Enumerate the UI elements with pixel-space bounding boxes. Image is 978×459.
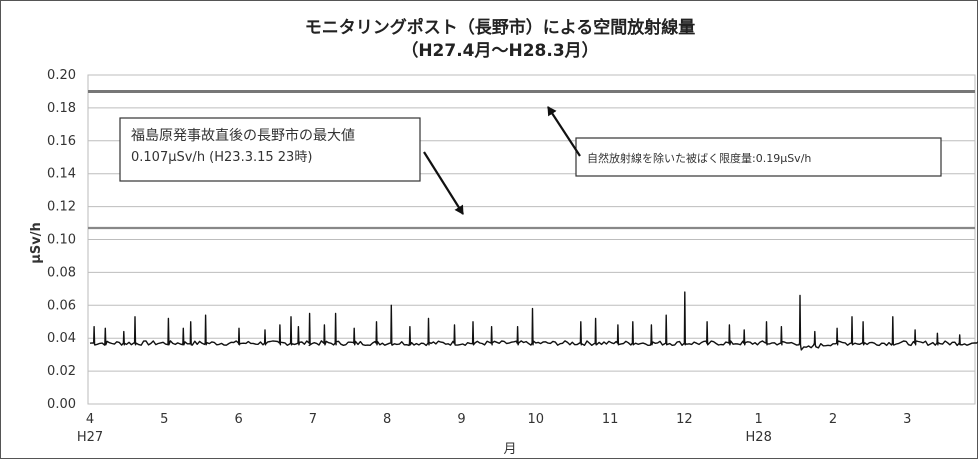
annotation-fukushima-box xyxy=(119,117,421,182)
y-tick-label: 0.10 xyxy=(47,233,76,248)
x-tick-label: 6 xyxy=(234,412,242,427)
y-tick-label: 0.00 xyxy=(47,397,76,412)
annotation-fukushima-line2: 0.107µSv/h (H23.3.15 23時) xyxy=(131,150,312,165)
x-tick-label: 4 xyxy=(86,412,94,427)
y-axis-label: µSv/h xyxy=(29,222,44,263)
annotation-fukushima-line1: 福島原発事故直後の長野市の最大値 xyxy=(131,127,355,144)
annotation-dose-limit-box xyxy=(575,137,942,177)
x-tick-label: 9 xyxy=(457,412,465,427)
chart-subtitle: （H27.4月〜H28.3月） xyxy=(401,40,598,61)
x-tick-label: 1 xyxy=(755,412,763,427)
x-tick-label: 10 xyxy=(528,412,545,427)
annotation-fukushima-arrow xyxy=(423,151,464,215)
y-tick-label: 0.02 xyxy=(47,364,76,379)
x-tick-label: 2 xyxy=(829,412,837,427)
y-tick-label: 0.16 xyxy=(47,134,76,149)
x-tick-label: 12 xyxy=(676,412,693,427)
x-tick-label: 8 xyxy=(383,412,391,427)
chart-title: モニタリングポスト（長野市）による空間放射線量 xyxy=(305,17,696,38)
annotation-fukushima-max: 福島原発事故直後の長野市の最大値 0.107µSv/h (H23.3.15 23… xyxy=(119,117,464,215)
y-tick-label: 0.18 xyxy=(47,101,76,116)
annotation-dose-limit-arrow xyxy=(547,106,581,157)
y-tick-label: 0.12 xyxy=(47,200,76,215)
x-tick-label: 3 xyxy=(903,412,911,427)
y-tick-label: 0.06 xyxy=(47,298,76,313)
year-label: H27 xyxy=(77,430,103,445)
annotation-dose-limit: 自然放射線を除いた被ばく限度量:0.19µSv/h xyxy=(547,106,942,177)
x-axis-label: 月 xyxy=(503,442,516,457)
x-tick-label: 7 xyxy=(309,412,317,427)
y-tick-label: 0.14 xyxy=(47,167,76,182)
y-tick-label: 0.08 xyxy=(47,265,76,280)
y-tick-label: 0.20 xyxy=(47,68,76,83)
series-line-radiation xyxy=(89,291,978,351)
annotation-dose-limit-text: 自然放射線を除いた被ばく限度量:0.19µSv/h xyxy=(587,151,811,165)
x-tick-label: 5 xyxy=(160,412,168,427)
year-label: H28 xyxy=(746,430,772,445)
x-tick-label: 11 xyxy=(602,412,619,427)
y-tick-label: 0.04 xyxy=(47,331,76,346)
